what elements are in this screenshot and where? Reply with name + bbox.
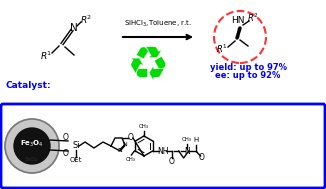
Text: O: O (169, 156, 175, 166)
Text: O: O (199, 153, 205, 163)
Text: HN: HN (231, 16, 245, 25)
Text: CH₃: CH₃ (125, 157, 135, 162)
Text: SiO$_2$: SiO$_2$ (24, 156, 39, 164)
Text: O: O (128, 133, 134, 143)
FancyBboxPatch shape (1, 104, 325, 188)
Text: NH: NH (157, 146, 169, 156)
Text: Si: Si (72, 142, 80, 150)
Text: O: O (63, 133, 69, 143)
Text: $R^1$: $R^1$ (216, 43, 228, 55)
Text: N: N (118, 147, 122, 153)
Text: $R^2$: $R^2$ (80, 14, 92, 26)
Circle shape (14, 128, 50, 164)
Text: N: N (184, 146, 189, 156)
Text: ♻: ♻ (127, 44, 169, 90)
Text: Fe$_3$O$_4$: Fe$_3$O$_4$ (20, 139, 44, 149)
Text: Catalyst:: Catalyst: (5, 81, 51, 91)
Text: yield: up to 97%: yield: up to 97% (210, 63, 287, 71)
Circle shape (5, 119, 59, 173)
Text: N: N (123, 143, 127, 147)
Text: $R^1$: $R^1$ (40, 50, 52, 62)
Text: CH₃: CH₃ (182, 137, 192, 142)
Text: OEt: OEt (70, 157, 82, 163)
Text: O: O (63, 149, 69, 159)
Text: ee: up to 92%: ee: up to 92% (215, 71, 281, 81)
Text: N: N (70, 23, 78, 33)
Text: H: H (193, 137, 198, 143)
Text: CH₃: CH₃ (139, 124, 149, 129)
Text: $R^2$: $R^2$ (247, 12, 259, 24)
Text: SiHCl$_3$,Toluene, r.t.: SiHCl$_3$,Toluene, r.t. (124, 19, 192, 29)
